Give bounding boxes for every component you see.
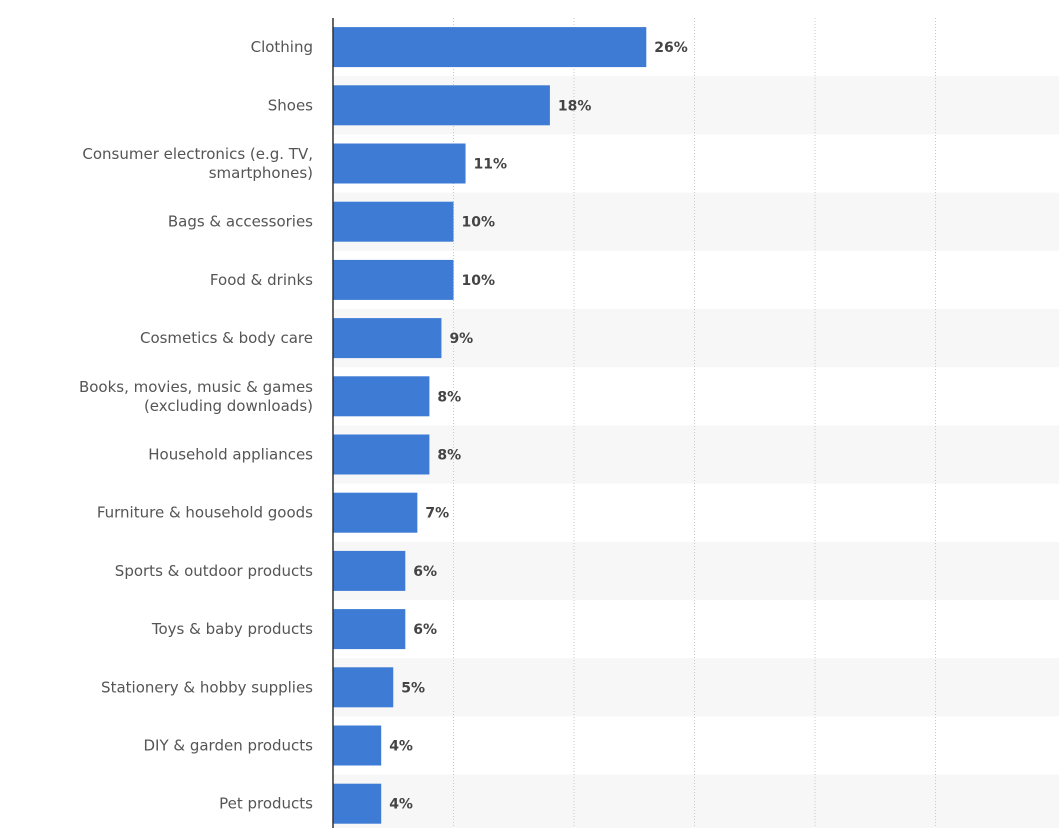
category-label: Toys & baby products xyxy=(151,620,313,638)
category-label: DIY & garden products xyxy=(143,737,313,755)
value-label: 6% xyxy=(413,564,437,580)
bar xyxy=(333,550,406,591)
value-label: 4% xyxy=(389,797,413,813)
value-label: 8% xyxy=(437,448,461,464)
bar xyxy=(333,85,550,126)
value-label: 10% xyxy=(462,273,496,289)
category-label: Shoes xyxy=(268,96,313,114)
value-label: 10% xyxy=(462,215,496,231)
value-label: 9% xyxy=(449,331,473,347)
value-label: 5% xyxy=(401,680,425,696)
bar xyxy=(333,434,430,475)
bar xyxy=(333,201,454,242)
row-stripe xyxy=(333,192,1059,251)
category-label: Cosmetics & body care xyxy=(140,329,313,347)
bars xyxy=(333,27,647,824)
row-stripe xyxy=(333,541,1059,600)
bar xyxy=(333,376,430,417)
category-label: Consumer electronics (e.g. TV, smartphone… xyxy=(82,145,313,182)
bar xyxy=(333,725,382,766)
category-label: Clothing xyxy=(251,38,313,56)
value-label: 7% xyxy=(425,506,449,522)
bar xyxy=(333,143,466,184)
category-label: Stationery & hobby supplies xyxy=(101,678,313,696)
category-label: Bags & accessories xyxy=(168,213,313,231)
row-stripe xyxy=(333,774,1059,828)
row-stripe xyxy=(333,658,1059,717)
value-label: 26% xyxy=(654,40,688,56)
bar xyxy=(333,27,647,68)
value-labels: 26% 18% 11% 10% 10% 9% 8% 8% 7% 6% 6% 5% 4% 4% xyxy=(389,40,688,813)
category-label: Food & drinks xyxy=(210,271,313,289)
value-label: 8% xyxy=(437,389,461,405)
value-label: 18% xyxy=(558,98,592,114)
bar xyxy=(333,667,394,708)
category-label: Furniture & household goods xyxy=(97,504,313,522)
bar xyxy=(333,259,454,300)
bar xyxy=(333,492,418,533)
category-label: Pet products xyxy=(219,795,313,813)
value-label: 11% xyxy=(474,157,508,173)
category-label: Books, movies, music & games (excluding d… xyxy=(79,378,313,415)
row-stripe xyxy=(333,309,1059,368)
bar xyxy=(333,609,406,650)
category-labels: Clothing Shoes Consumer electronics (e.g. … xyxy=(79,38,313,813)
category-label: Sports & outdoor products xyxy=(115,562,313,580)
value-label: 4% xyxy=(389,739,413,755)
bar xyxy=(333,783,382,824)
category-label: Household appliances xyxy=(148,446,313,464)
bar xyxy=(333,318,442,359)
value-label: 6% xyxy=(413,622,437,638)
